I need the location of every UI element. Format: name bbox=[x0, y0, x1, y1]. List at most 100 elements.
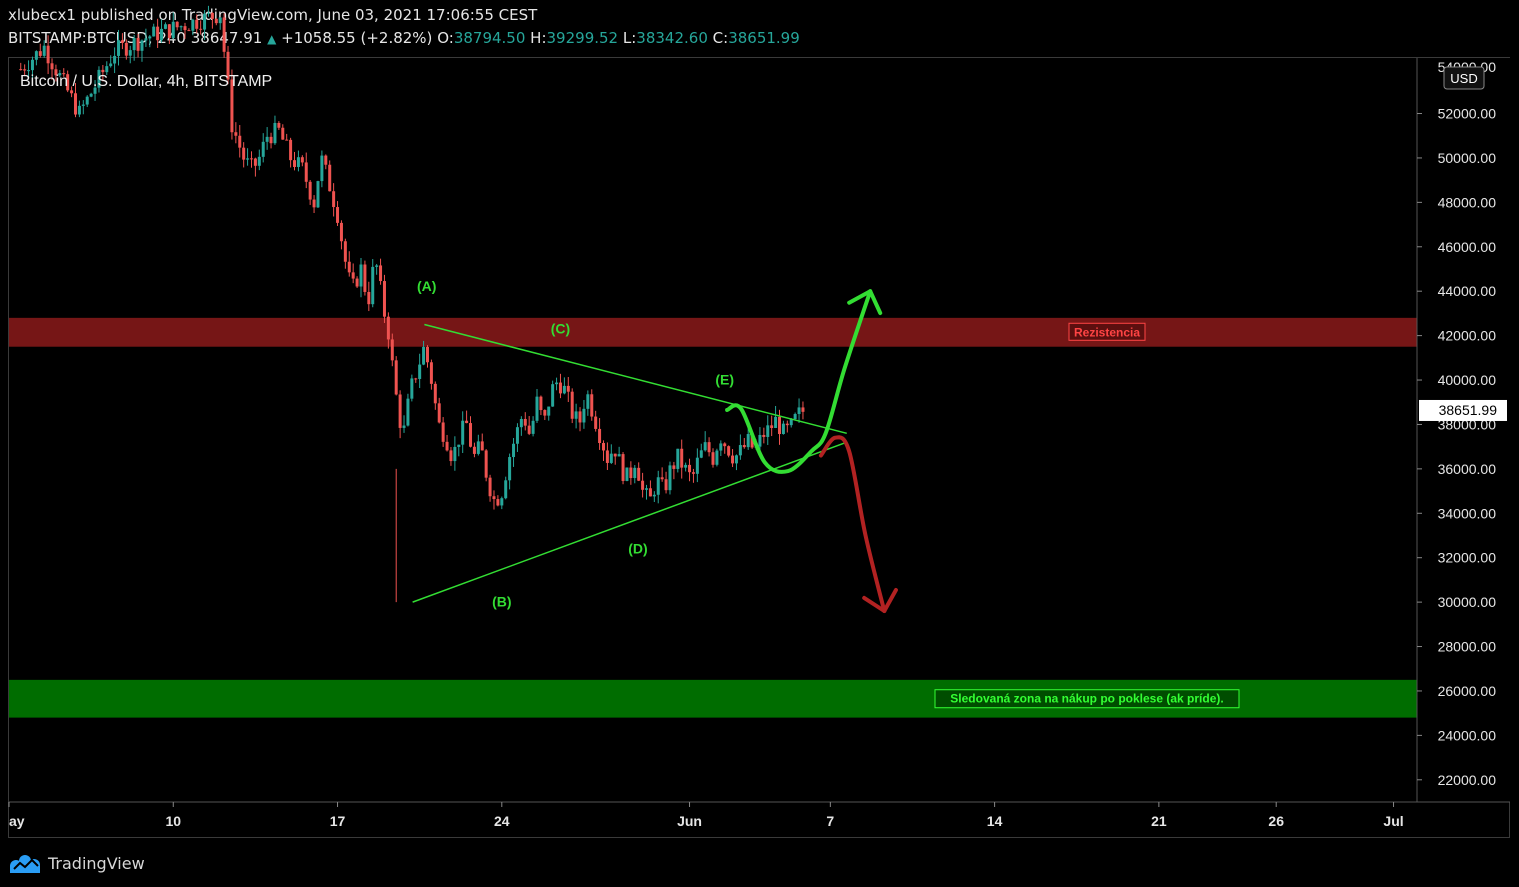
candle-body bbox=[515, 427, 519, 444]
candle-body bbox=[226, 51, 230, 80]
candle-body bbox=[723, 443, 727, 447]
candle-body bbox=[214, 18, 218, 24]
up-arrow-icon: ▲ bbox=[267, 32, 277, 46]
candle-body bbox=[527, 425, 531, 434]
last-price-marker: 38651.99 bbox=[1419, 399, 1507, 421]
candle-body bbox=[163, 24, 167, 29]
candle-body bbox=[277, 122, 281, 128]
candle-body bbox=[246, 158, 250, 160]
candle-body bbox=[781, 423, 785, 435]
price-tick-label: 42000.00 bbox=[1438, 328, 1497, 344]
price-change: +1058.55 (+2.82%) bbox=[281, 29, 433, 47]
price-tick-label: 50000.00 bbox=[1438, 150, 1497, 166]
candle-body bbox=[269, 136, 273, 144]
wave-label: (B) bbox=[492, 594, 511, 610]
candle-body bbox=[531, 420, 535, 434]
price-tick-label: 26000.00 bbox=[1438, 683, 1497, 699]
high-value: 39299.52 bbox=[546, 29, 619, 47]
candle-body bbox=[312, 199, 316, 208]
candle-body bbox=[484, 450, 488, 478]
brand-name[interactable]: TradingView bbox=[48, 853, 145, 873]
buy-zone-label-box: Sledovaná zona na nákup po poklese (ak p… bbox=[934, 689, 1240, 709]
last-price: 38647.91 bbox=[190, 29, 263, 47]
candle-body bbox=[590, 394, 594, 417]
candle-body bbox=[316, 181, 320, 208]
candle-body bbox=[230, 79, 234, 133]
candle-body bbox=[293, 160, 297, 167]
candle-body bbox=[410, 378, 414, 399]
candle-body bbox=[660, 477, 664, 480]
projection-up-arrow-head bbox=[847, 289, 883, 316]
candle-body bbox=[300, 157, 304, 163]
candle-body bbox=[167, 24, 171, 38]
candle-body bbox=[711, 452, 715, 465]
candle-body bbox=[656, 477, 660, 495]
candle-body bbox=[668, 465, 672, 491]
time-tick-label: 17 bbox=[330, 813, 346, 829]
candle-body bbox=[120, 40, 124, 43]
chart-title: Bitcoin / U.S. Dollar, 4h, BITSTAMP bbox=[20, 73, 272, 90]
candle-body bbox=[124, 42, 128, 56]
candle-body bbox=[371, 266, 375, 305]
candle-body bbox=[445, 441, 449, 451]
wave-label: (A) bbox=[417, 278, 436, 294]
triangle-lower-line bbox=[412, 441, 848, 603]
candle-body bbox=[680, 448, 684, 468]
price-tick-label: 48000.00 bbox=[1438, 194, 1497, 210]
candle-body bbox=[425, 346, 429, 363]
currency-badge: USD bbox=[1443, 66, 1485, 90]
candle-body bbox=[390, 339, 394, 361]
candle-body bbox=[324, 155, 328, 165]
candle-body bbox=[570, 391, 574, 419]
time-tick-label: 24 bbox=[494, 813, 510, 829]
candle-body bbox=[691, 472, 695, 474]
candle-body bbox=[688, 464, 692, 473]
candle-body bbox=[359, 264, 363, 287]
candle-body bbox=[601, 443, 605, 451]
candle-body bbox=[441, 422, 445, 442]
candle-body bbox=[296, 157, 300, 167]
candle-body bbox=[320, 155, 324, 182]
price-tick-label: 30000.00 bbox=[1438, 594, 1497, 610]
candle-body bbox=[183, 26, 187, 31]
candle-body bbox=[93, 87, 97, 94]
candle-body bbox=[38, 51, 42, 56]
candle-body bbox=[777, 416, 781, 435]
candle-body bbox=[289, 139, 293, 161]
candle-body bbox=[543, 410, 547, 416]
price-tick-label: 36000.00 bbox=[1438, 461, 1497, 477]
candle-body bbox=[19, 69, 23, 71]
candle-body bbox=[355, 278, 359, 287]
candle-body bbox=[433, 383, 437, 404]
price-axis-bg bbox=[1417, 58, 1510, 802]
candle-body bbox=[23, 69, 27, 71]
candle-body bbox=[257, 156, 261, 166]
candle-body bbox=[746, 434, 750, 448]
candle-body bbox=[672, 465, 676, 469]
candle-body bbox=[132, 37, 136, 51]
candle-body bbox=[707, 442, 711, 453]
candle-body bbox=[117, 40, 121, 56]
candle-body bbox=[109, 63, 113, 67]
candle-body bbox=[379, 265, 383, 282]
candle-body bbox=[613, 453, 617, 457]
candle-body bbox=[156, 26, 160, 41]
close-value: 38651.99 bbox=[728, 29, 800, 47]
candle-body bbox=[641, 480, 645, 490]
candle-body bbox=[265, 136, 269, 142]
candle-body bbox=[738, 445, 742, 456]
candle-body bbox=[609, 453, 613, 463]
projection-up-arrow bbox=[725, 289, 873, 474]
candle-body bbox=[645, 488, 649, 490]
candle-body bbox=[766, 425, 770, 437]
candle-body bbox=[480, 441, 484, 451]
candle-body bbox=[406, 398, 410, 426]
candle-body bbox=[304, 162, 308, 182]
candle-body bbox=[508, 457, 512, 481]
candle-body bbox=[238, 135, 242, 148]
candle-body bbox=[676, 448, 680, 469]
candle-body bbox=[562, 385, 566, 394]
candle-body bbox=[758, 434, 762, 447]
candle-body bbox=[418, 364, 422, 379]
